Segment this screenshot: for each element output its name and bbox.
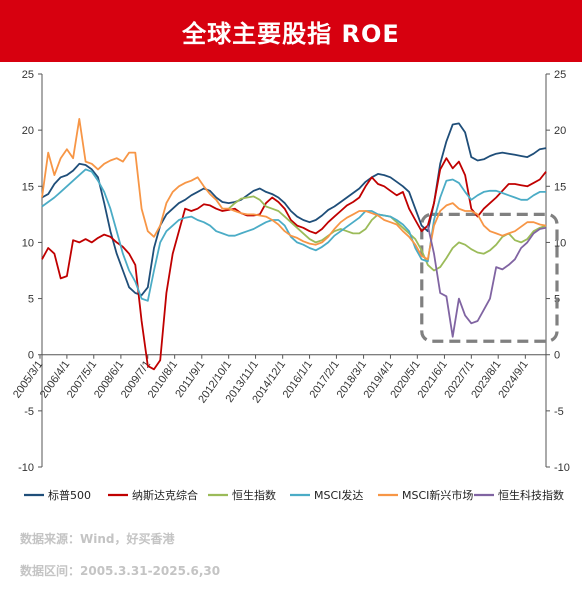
y-tick-label: 20 [22, 125, 34, 137]
legend-item-label: 纳斯达克综合 [132, 488, 198, 502]
y-tick-label-right: 0 [554, 350, 560, 362]
y-tick-label: 15 [22, 181, 34, 193]
y-tick-label: 25 [22, 69, 34, 81]
footer-source: 数据来源：Wind，好买香港 [20, 532, 175, 546]
chart-annotation-box [420, 212, 559, 343]
series-line-4 [41, 118, 547, 261]
series-line-3 [41, 168, 546, 302]
legend-item-label: MSCI发达 [314, 488, 363, 502]
y-tick-label-right: -10 [554, 462, 570, 474]
legend-item-label: 恒生指数 [232, 488, 276, 502]
chart-legend: 标普500 纳斯达克综合 恒生指数 MSCI发达 MSCI新兴市场 恒生科技指数 [24, 488, 564, 502]
title-bar: 全球主要股指 ROE [0, 0, 582, 62]
legend-item-label: 恒生科技指数 [498, 488, 564, 502]
y-tick-label-right: 20 [554, 125, 566, 137]
footer-period: 数据区间：2005.3.31-2025.6,30 [20, 564, 221, 578]
legend-item-label: MSCI新兴市场 [402, 488, 473, 502]
y-tick-label: -10 [18, 462, 34, 474]
y-tick-label-right: -5 [554, 406, 564, 418]
y-tick-label-right: 25 [554, 69, 566, 81]
legend-item-label: 标普500 [48, 488, 91, 502]
series-line-1 [41, 157, 547, 371]
y-tick-label: 10 [22, 237, 34, 249]
y-tick-label-right: 15 [554, 181, 566, 193]
chart-series [41, 118, 547, 371]
y-tick-label: 0 [28, 350, 34, 362]
y-tick-label: -5 [24, 406, 34, 418]
y-tick-label: 5 [28, 294, 34, 306]
page-title: 全球主要股指 ROE [182, 19, 400, 48]
series-line-5 [426, 225, 547, 338]
series-line-0 [41, 122, 547, 297]
highlight-box [420, 212, 559, 343]
